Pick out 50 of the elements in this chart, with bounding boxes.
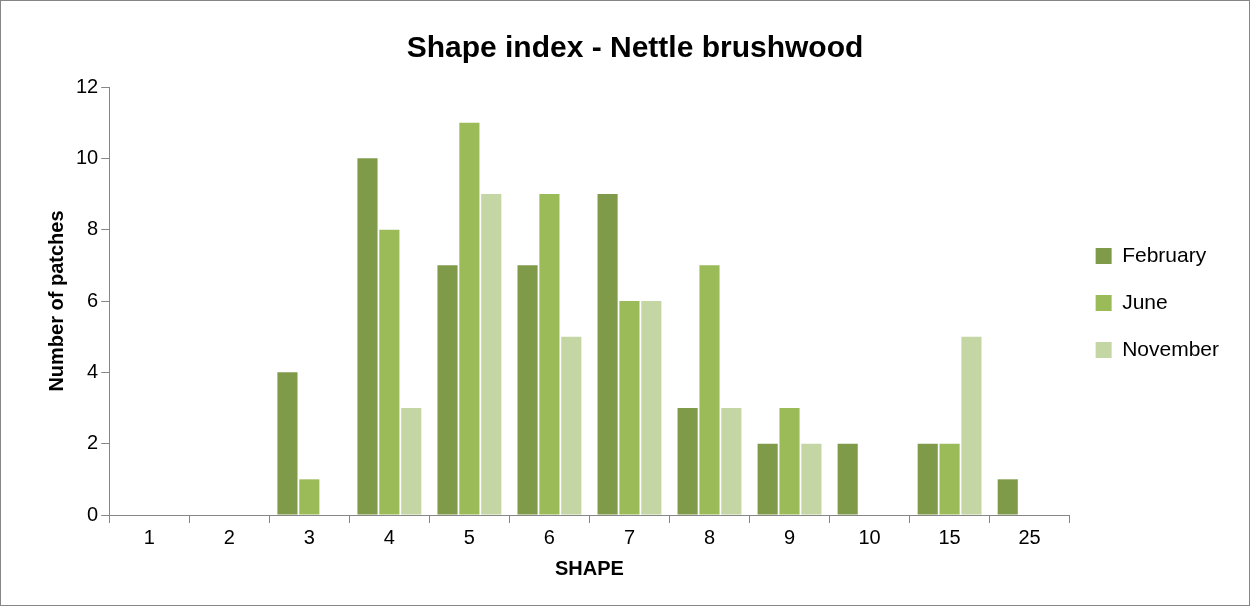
bar bbox=[801, 443, 822, 515]
bar bbox=[699, 265, 720, 515]
x-tick-label: 7 bbox=[623, 525, 636, 548]
x-tick-label: 4 bbox=[383, 525, 395, 548]
y-axis-title: Number of patches bbox=[44, 210, 67, 392]
legend-label: February bbox=[1122, 242, 1207, 266]
bar bbox=[837, 443, 858, 515]
bar bbox=[721, 408, 742, 515]
y-tick-label: 10 bbox=[76, 145, 99, 168]
bar bbox=[917, 443, 938, 515]
bar bbox=[277, 372, 298, 515]
y-tick-label: 12 bbox=[76, 74, 99, 97]
chart-title: Shape index - Nettle brushwood bbox=[406, 30, 864, 64]
legend-label: November bbox=[1122, 336, 1220, 360]
x-axis-title: SHAPE bbox=[554, 556, 624, 579]
bar bbox=[961, 336, 982, 515]
x-tick-label: 9 bbox=[783, 525, 796, 548]
bar bbox=[459, 122, 480, 515]
x-tick-label: 10 bbox=[858, 525, 881, 548]
x-tick-label: 5 bbox=[463, 525, 475, 548]
bar bbox=[997, 479, 1018, 515]
y-tick-label: 6 bbox=[87, 288, 99, 311]
bar bbox=[597, 194, 618, 515]
bar bbox=[757, 443, 778, 515]
x-tick-label: 3 bbox=[303, 525, 315, 548]
bar bbox=[939, 443, 960, 515]
y-tick-label: 0 bbox=[87, 502, 99, 525]
x-tick-label: 25 bbox=[1018, 525, 1041, 548]
bar bbox=[437, 265, 458, 515]
bar bbox=[677, 408, 698, 515]
bar bbox=[539, 194, 560, 515]
bar bbox=[561, 336, 582, 515]
x-tick-label: 2 bbox=[223, 525, 235, 548]
bar bbox=[401, 408, 422, 515]
y-tick-label: 4 bbox=[87, 359, 99, 382]
bar bbox=[379, 229, 400, 515]
x-tick-label: 15 bbox=[938, 525, 961, 548]
y-tick-label: 2 bbox=[87, 431, 99, 454]
x-tick-label: 8 bbox=[703, 525, 716, 548]
bar bbox=[357, 158, 378, 515]
bar bbox=[299, 479, 320, 515]
bar bbox=[517, 265, 538, 515]
legend-label: June bbox=[1122, 289, 1168, 313]
x-tick-label: 1 bbox=[143, 525, 155, 548]
bar bbox=[481, 194, 502, 515]
x-tick-label: 6 bbox=[543, 525, 555, 548]
y-tick-label: 8 bbox=[87, 217, 99, 240]
bar bbox=[641, 301, 662, 515]
bar bbox=[619, 301, 640, 515]
bar bbox=[779, 408, 800, 515]
